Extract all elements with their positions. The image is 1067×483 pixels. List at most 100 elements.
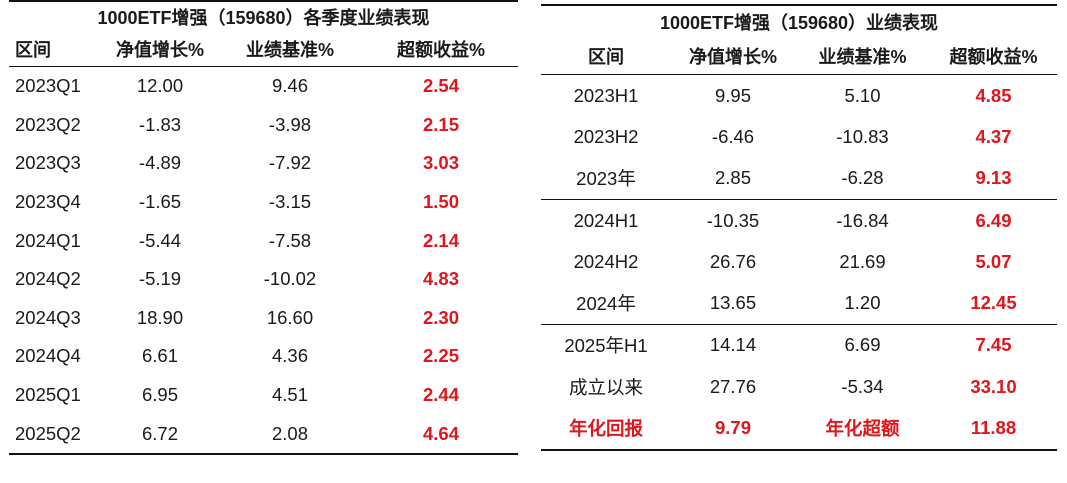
cell-nav-growth: 26.76 [709,250,757,272]
annualized-excess-label: 年化超额 [825,418,900,440]
cell-excess-return: 2.54 [422,75,459,97]
header-benchmark: 业绩基准% [818,47,907,67]
cell-period: 2023H2 [573,125,639,147]
cell-excess-return: 1.50 [422,191,459,213]
cell-nav-growth: 2.85 [714,167,751,189]
cell-nav-growth: 18.90 [136,306,184,328]
summary-header-row: 区间 净值增长% 业绩基准% 超额收益% [541,38,1057,75]
cell-benchmark: -7.58 [268,229,312,251]
cell-nav-growth: 6.72 [141,422,178,444]
cell-period: 2025Q2 [15,422,81,444]
cell-excess-return: 7.45 [975,334,1012,356]
cell-period: 2024年 [576,293,636,315]
cell-period: 2024Q1 [15,229,81,251]
cell-period: 2023年 [576,168,636,190]
cell-benchmark: 4.36 [271,345,308,367]
summary-body: 2023H1 9.95 5.10 4.85 2023H2 -6.46 -10.8… [541,75,1057,451]
cell-nav-growth: -6.46 [711,125,755,147]
cell-excess-return: 4.83 [422,268,459,290]
cell-benchmark: 5.10 [844,84,881,106]
annualized-footer-row: 年化回报 9.79 年化超额 11.88 [541,407,1057,448]
annualized-return-value: 9.79 [714,417,751,439]
cell-period: 2023Q4 [15,191,81,213]
cell-period: 2024Q3 [15,306,81,328]
table-row: 2024Q4 6.61 4.36 2.25 [9,337,518,376]
cell-benchmark: -10.02 [263,268,317,290]
table-row: 成立以来 27.76 -5.34 33.10 [541,366,1057,407]
cell-benchmark: -10.83 [836,125,889,147]
cell-nav-growth: -10.35 [706,209,760,231]
cell-benchmark: 16.60 [266,306,314,328]
table-row: 2024Q1 -5.44 -7.58 2.14 [9,221,518,260]
cell-period: 成立以来 [568,376,643,398]
cell-nav-growth: -4.89 [138,152,182,174]
quarterly-table-title: 1000ETF增强（159680）各季度业绩表现 [9,0,518,32]
table-row: 2023H1 9.95 5.10 4.85 [541,75,1057,116]
cell-nav-growth: 12.00 [136,75,184,97]
table-row: 2024Q2 -5.19 -10.02 4.83 [9,260,518,299]
table-row: 2024H1 -10.35 -16.84 6.49 [541,198,1057,241]
cell-excess-return: 2.44 [422,384,459,406]
quarterly-body: 2023Q1 12.00 9.46 2.54 2023Q2 -1.83 -3.9… [9,67,518,455]
cell-benchmark: -3.98 [268,113,312,135]
header-nav-growth: 净值增长% [115,40,204,60]
table-row: 2023H2 -6.46 -10.83 4.37 [541,116,1057,157]
summary-performance-table: 1000ETF增强（159680）业绩表现 区间 净值增长% 业绩基准% 超额收… [541,0,1057,451]
cell-period: 2024H1 [573,209,639,231]
cell-nav-growth: 6.61 [141,345,178,367]
cell-excess-return: 2.30 [422,306,459,328]
cell-period: 2023Q1 [15,75,81,97]
header-nav-growth: 净值增长% [688,47,777,67]
table-row: 2025年H1 14.14 6.69 7.45 [541,323,1057,366]
cell-benchmark: 2.08 [271,422,308,444]
cell-benchmark: 21.69 [839,250,886,272]
summary-table-title: 1000ETF增强（159680）业绩表现 [541,4,1057,38]
table-row: 2023年 2.85 -6.28 9.13 [541,158,1057,199]
cell-period: 2024Q4 [15,345,81,367]
cell-excess-return: 4.85 [975,84,1012,106]
quarterly-performance-table: 1000ETF增强（159680）各季度业绩表现 区间 净值增长% 业绩基准% … [9,0,518,455]
header-period: 区间 [588,47,624,67]
cell-nav-growth: 13.65 [709,292,757,314]
header-excess-return: 超额收益% [949,47,1038,67]
quarterly-header-row: 区间 净值增长% 业绩基准% 超额收益% [9,32,518,67]
cell-period: 2024H2 [573,250,639,272]
cell-period: 2025Q1 [15,384,81,406]
cell-excess-return: 3.03 [422,152,459,174]
table-row: 2025Q1 6.95 4.51 2.44 [9,376,518,415]
cell-excess-return: 33.10 [970,375,1017,397]
cell-benchmark: -3.15 [268,191,312,213]
annualized-excess-value: 11.88 [970,417,1017,439]
cell-period: 2023Q3 [15,152,81,174]
table-row: 2023Q2 -1.83 -3.98 2.15 [9,106,518,145]
cell-excess-return: 4.37 [975,125,1012,147]
cell-period: 2023Q2 [15,113,81,135]
cell-excess-return: 5.07 [975,250,1012,272]
table-row: 2023Q4 -1.65 -3.15 1.50 [9,183,518,222]
cell-nav-growth: 14.14 [709,334,757,356]
header-period: 区间 [15,40,51,60]
cell-benchmark: -6.28 [841,167,884,189]
table-row: 2023Q3 -4.89 -7.92 3.03 [9,144,518,183]
cell-excess-return: 2.15 [422,113,459,135]
cell-benchmark: 9.46 [271,75,308,97]
cell-period: 2025年H1 [564,335,648,357]
header-excess-return: 超额收益% [396,40,485,60]
header-benchmark: 业绩基准% [245,40,334,60]
cell-period: 2024Q2 [15,268,81,290]
cell-nav-growth: -5.44 [138,229,182,251]
annualized-return-label: 年化回报 [568,418,643,440]
cell-period: 2023H1 [573,84,639,106]
table-row: 2023Q1 12.00 9.46 2.54 [9,67,518,106]
cell-excess-return: 4.64 [422,422,459,444]
cell-benchmark: -16.84 [836,209,889,231]
cell-excess-return: 12.45 [970,292,1017,314]
cell-nav-growth: 27.76 [709,375,757,397]
cell-excess-return: 9.13 [975,167,1012,189]
cell-benchmark: 4.51 [271,384,308,406]
cell-excess-return: 6.49 [975,209,1012,231]
cell-nav-growth: 9.95 [714,84,751,106]
cell-benchmark: -7.92 [268,152,312,174]
table-row: 2024年 13.65 1.20 12.45 [541,282,1057,323]
cell-excess-return: 2.25 [422,345,459,367]
